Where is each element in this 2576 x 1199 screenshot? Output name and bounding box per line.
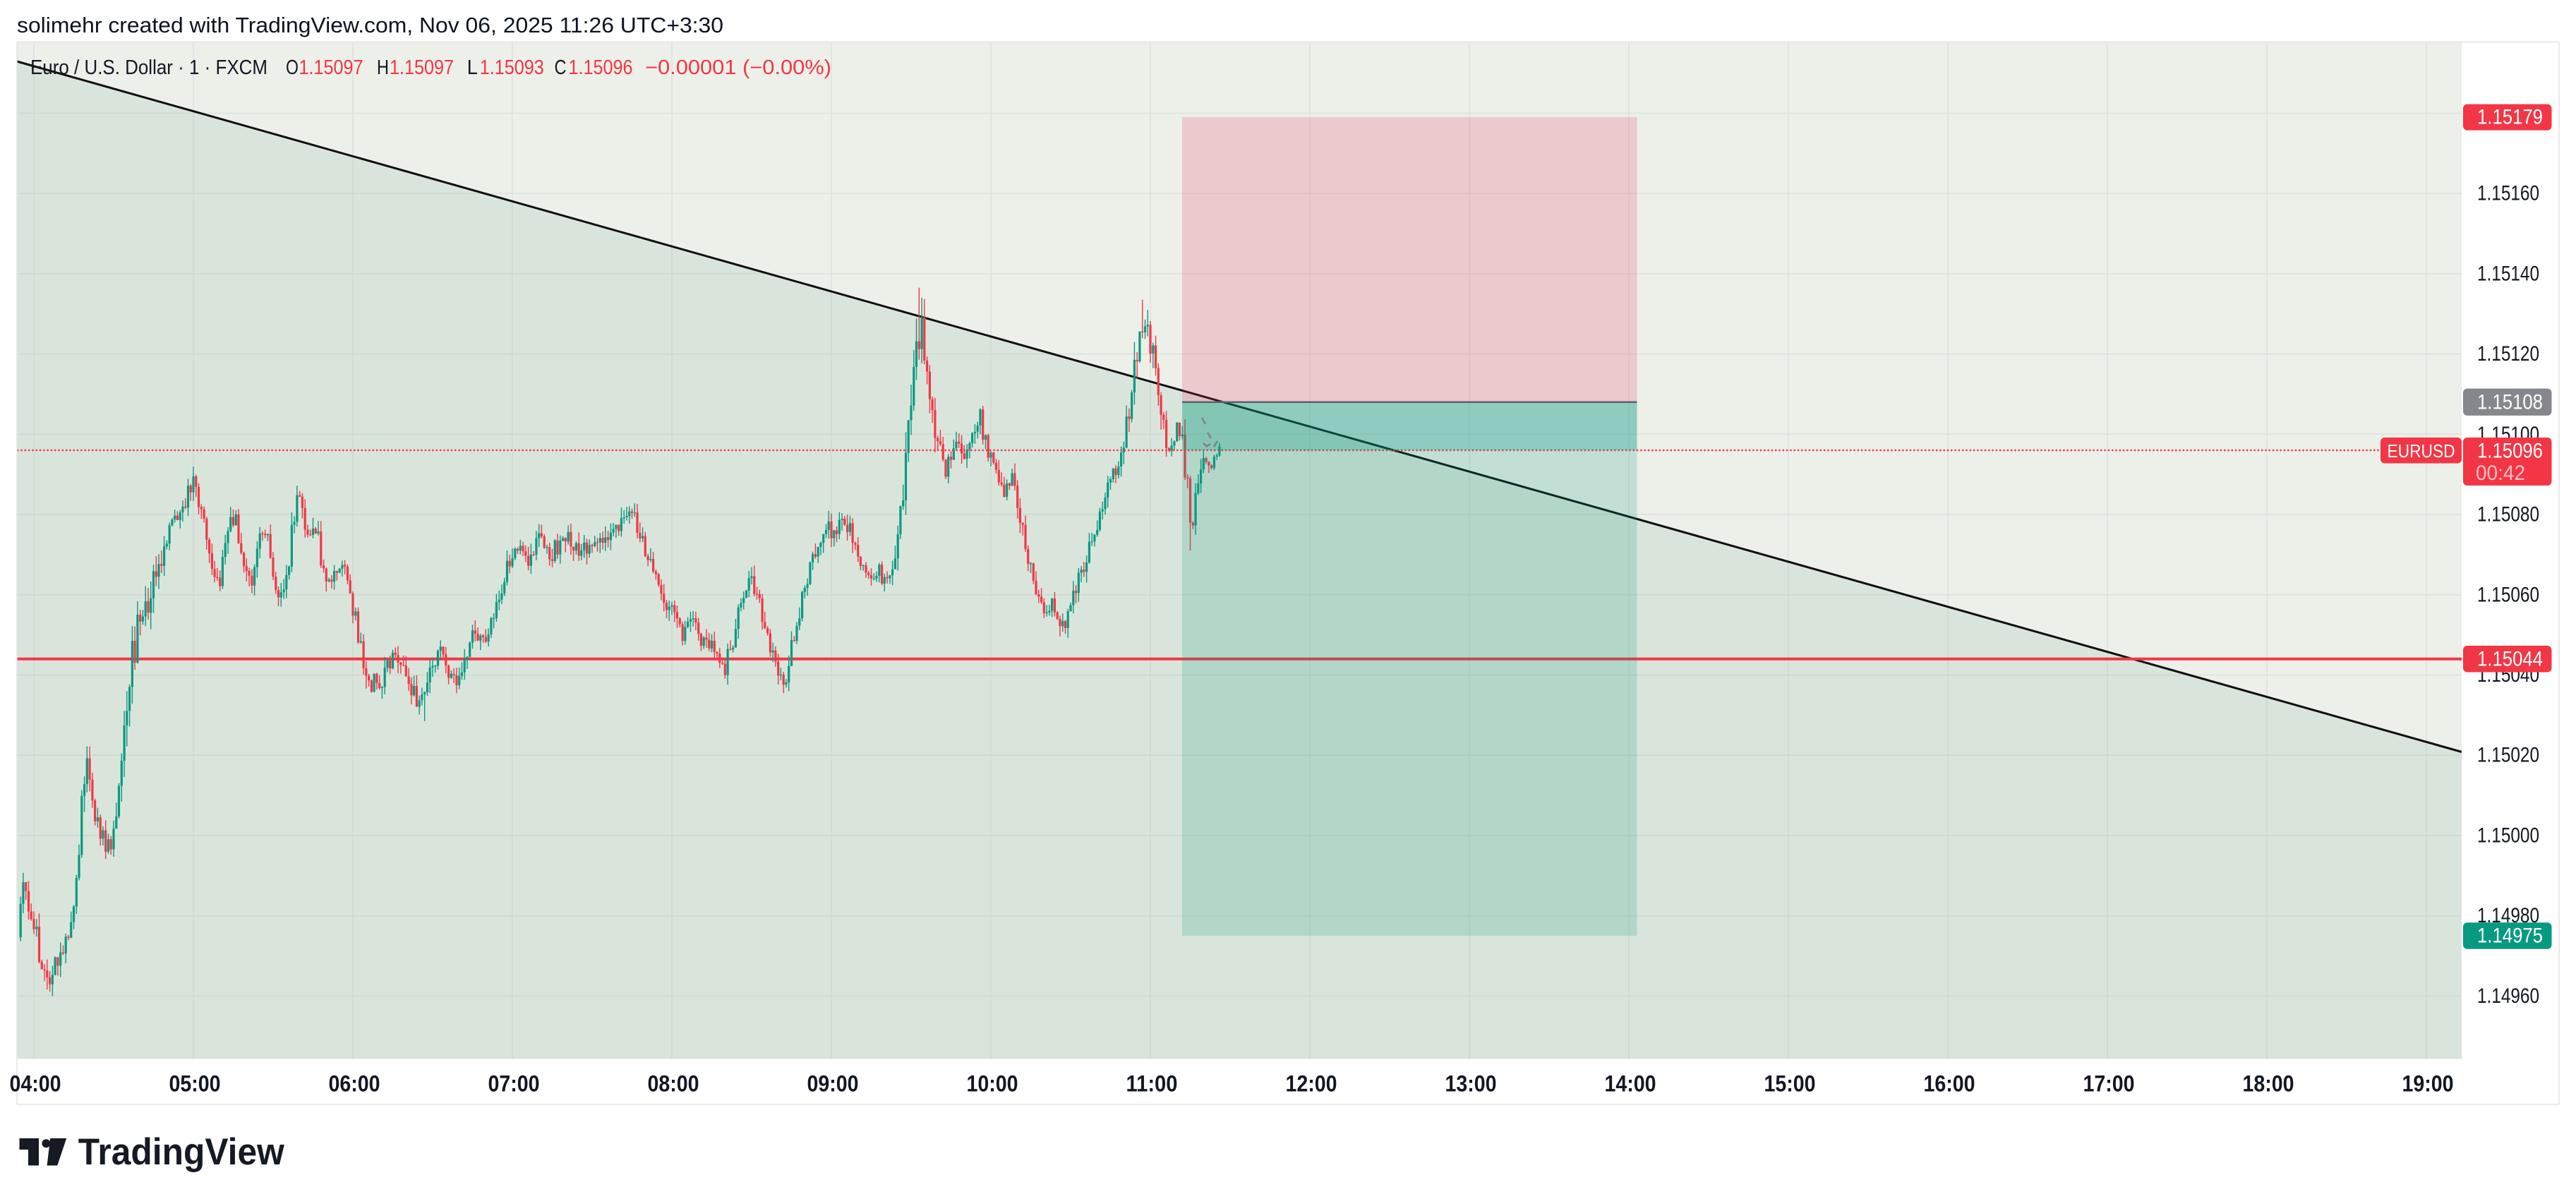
svg-text:1.15096: 1.15096 <box>2477 440 2543 463</box>
svg-text:1.15044: 1.15044 <box>2477 647 2543 670</box>
svg-text:1.15000: 1.15000 <box>2477 824 2539 848</box>
svg-text:1.15093: 1.15093 <box>480 56 544 79</box>
svg-text:L: L <box>467 56 478 79</box>
svg-text:1.15097: 1.15097 <box>299 56 363 79</box>
svg-text:04:00: 04:00 <box>10 1071 61 1097</box>
svg-text:14:00: 14:00 <box>1605 1071 1656 1097</box>
svg-text:1.15108: 1.15108 <box>2477 390 2543 414</box>
svg-text:Euro / U.S. Dollar · 1 · FXCM: Euro / U.S. Dollar · 1 · FXCM <box>30 56 267 79</box>
svg-text:09:00: 09:00 <box>807 1071 859 1097</box>
svg-text:H: H <box>377 56 389 79</box>
svg-text:07:00: 07:00 <box>488 1071 540 1097</box>
svg-text:15:00: 15:00 <box>1764 1071 1816 1097</box>
svg-text:06:00: 06:00 <box>329 1071 380 1097</box>
svg-text:1.15160: 1.15160 <box>2477 182 2539 205</box>
svg-text:1.15097: 1.15097 <box>390 56 454 79</box>
svg-text:EURUSD: EURUSD <box>2388 440 2455 462</box>
svg-text:1.15020: 1.15020 <box>2477 744 2539 767</box>
svg-text:TradingView: TradingView <box>78 1131 285 1173</box>
svg-text:00:42: 00:42 <box>2476 462 2525 485</box>
svg-text:11:00: 11:00 <box>1126 1071 1178 1097</box>
svg-text:1.14960: 1.14960 <box>2477 984 2539 1008</box>
svg-text:1.15096: 1.15096 <box>569 56 633 79</box>
svg-text:1.15060: 1.15060 <box>2477 583 2539 606</box>
svg-text:08:00: 08:00 <box>648 1071 699 1097</box>
svg-text:O: O <box>286 56 299 79</box>
svg-text:18:00: 18:00 <box>2243 1071 2294 1097</box>
svg-text:1.14975: 1.14975 <box>2477 924 2543 948</box>
svg-text:16:00: 16:00 <box>1924 1071 1975 1097</box>
svg-text:C: C <box>555 56 567 79</box>
svg-text:13:00: 13:00 <box>1445 1071 1497 1097</box>
svg-text:1.15179: 1.15179 <box>2477 106 2543 129</box>
svg-text:solimehr created with TradingV: solimehr created with TradingView.com, N… <box>17 13 723 37</box>
svg-text:12:00: 12:00 <box>1286 1071 1337 1097</box>
svg-text:1.15080: 1.15080 <box>2477 503 2539 526</box>
svg-text:17:00: 17:00 <box>2083 1071 2135 1097</box>
svg-text:19:00: 19:00 <box>2402 1071 2454 1097</box>
svg-text:1.15120: 1.15120 <box>2477 342 2539 366</box>
svg-text:−0.00001 (−0.00%): −0.00001 (−0.00%) <box>645 56 831 79</box>
svg-text:1.15140: 1.15140 <box>2477 262 2539 285</box>
svg-text:05:00: 05:00 <box>169 1071 221 1097</box>
svg-text:10:00: 10:00 <box>967 1071 1018 1097</box>
